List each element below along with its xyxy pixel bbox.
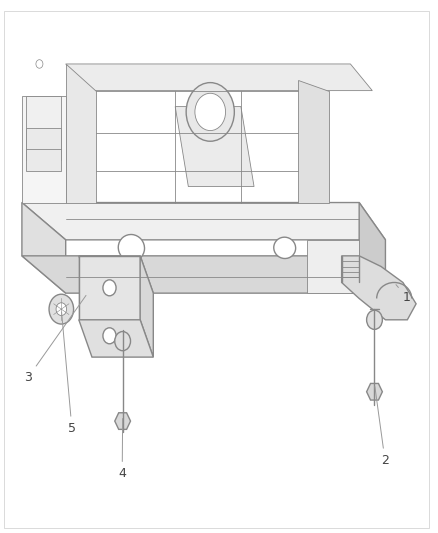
Circle shape	[49, 294, 74, 324]
Circle shape	[56, 303, 67, 316]
Polygon shape	[22, 256, 385, 293]
Polygon shape	[307, 240, 359, 293]
Polygon shape	[79, 256, 92, 320]
Circle shape	[103, 328, 116, 344]
Polygon shape	[66, 64, 372, 91]
Text: 2: 2	[375, 386, 389, 467]
Polygon shape	[79, 256, 140, 320]
Polygon shape	[26, 96, 61, 160]
Circle shape	[103, 280, 116, 296]
Ellipse shape	[118, 235, 145, 261]
Text: 1: 1	[396, 285, 411, 304]
Polygon shape	[342, 256, 416, 320]
Polygon shape	[22, 96, 66, 203]
Polygon shape	[175, 107, 254, 187]
Circle shape	[367, 310, 382, 329]
Polygon shape	[140, 256, 153, 357]
Text: 3: 3	[24, 295, 86, 384]
Polygon shape	[298, 80, 328, 203]
Polygon shape	[79, 256, 153, 293]
Circle shape	[36, 60, 43, 68]
Polygon shape	[359, 203, 385, 293]
Polygon shape	[115, 413, 131, 430]
Polygon shape	[22, 203, 385, 240]
Text: 5: 5	[62, 312, 76, 435]
Polygon shape	[26, 128, 61, 171]
Polygon shape	[66, 64, 96, 203]
Ellipse shape	[274, 237, 296, 259]
Circle shape	[195, 93, 226, 131]
Text: 4: 4	[118, 418, 126, 480]
Polygon shape	[367, 383, 382, 400]
Polygon shape	[79, 320, 153, 357]
Polygon shape	[22, 203, 66, 293]
Circle shape	[115, 332, 131, 351]
Circle shape	[186, 83, 234, 141]
